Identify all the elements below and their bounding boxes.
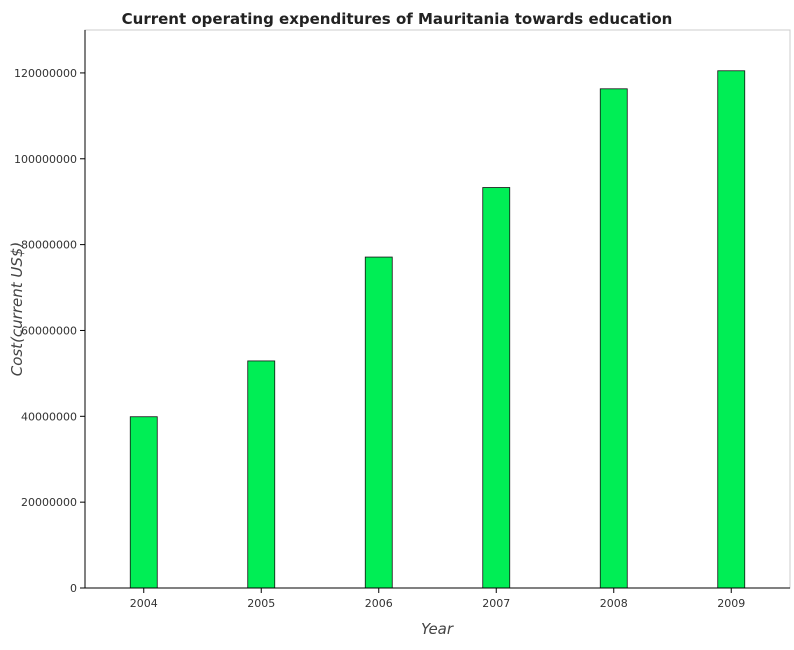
x-tick-label: 2006	[365, 597, 393, 610]
x-axis-label: Year	[421, 620, 454, 638]
y-tick-label: 120000000	[14, 67, 77, 80]
bar-2005	[247, 360, 276, 589]
bars-group	[129, 70, 746, 589]
x-tick-label: 2004	[130, 597, 158, 610]
x-axis: 2004 2005 2006 2007 2008 2009	[85, 587, 790, 610]
y-tick-label: 100000000	[14, 153, 77, 166]
bar-2009	[717, 70, 746, 589]
bar-2007	[482, 187, 511, 589]
y-tick-label: 80000000	[21, 239, 77, 252]
y-axis-label: Cost(current US$)	[8, 242, 26, 377]
y-tick-label: 20000000	[21, 496, 77, 509]
x-tick-label: 2007	[482, 597, 510, 610]
y-axis: 0 20000000 40000000 60000000 80000000 1000000…	[14, 30, 86, 595]
x-tick-label: 2009	[717, 597, 745, 610]
chart-title: Current operating expenditures of Maurit…	[121, 10, 673, 28]
y-tick-label: 60000000	[21, 324, 77, 337]
plot-area	[84, 29, 791, 589]
x-tick-label: 2008	[600, 597, 628, 610]
bar-2006	[364, 256, 393, 589]
bar-2004	[129, 416, 158, 589]
y-tick-label: 40000000	[21, 410, 77, 423]
y-tick-label: 0	[70, 582, 77, 595]
bar-2008	[599, 88, 628, 589]
x-tick-label: 2005	[247, 597, 275, 610]
